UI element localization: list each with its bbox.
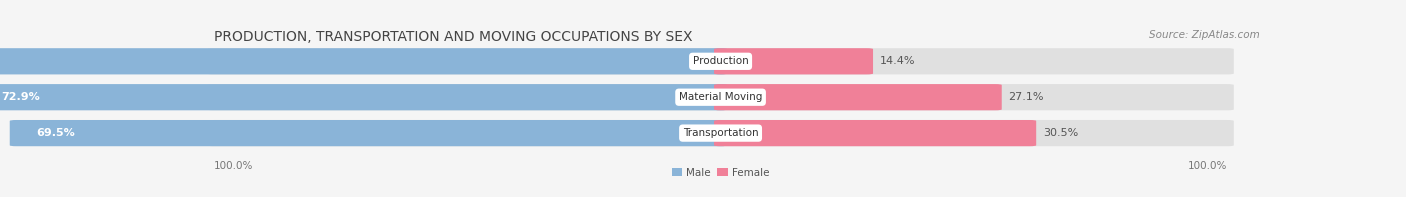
FancyBboxPatch shape: [0, 84, 727, 110]
Text: 27.1%: 27.1%: [1008, 92, 1043, 102]
FancyBboxPatch shape: [207, 48, 1234, 74]
FancyBboxPatch shape: [0, 48, 727, 74]
Text: 30.5%: 30.5%: [1043, 128, 1078, 138]
Text: Transportation: Transportation: [683, 128, 758, 138]
Legend: Male, Female: Male, Female: [668, 164, 773, 182]
FancyBboxPatch shape: [714, 48, 873, 74]
Text: PRODUCTION, TRANSPORTATION AND MOVING OCCUPATIONS BY SEX: PRODUCTION, TRANSPORTATION AND MOVING OC…: [214, 30, 692, 44]
FancyBboxPatch shape: [207, 84, 1234, 110]
Text: 72.9%: 72.9%: [1, 92, 41, 102]
FancyBboxPatch shape: [207, 120, 1234, 146]
Text: 100.0%: 100.0%: [214, 161, 253, 171]
Text: 69.5%: 69.5%: [37, 128, 75, 138]
Text: 100.0%: 100.0%: [1188, 161, 1227, 171]
Text: Production: Production: [693, 56, 748, 66]
Text: Source: ZipAtlas.com: Source: ZipAtlas.com: [1149, 30, 1260, 40]
FancyBboxPatch shape: [714, 84, 1001, 110]
Text: Material Moving: Material Moving: [679, 92, 762, 102]
Text: 14.4%: 14.4%: [880, 56, 915, 66]
FancyBboxPatch shape: [714, 120, 1036, 146]
FancyBboxPatch shape: [10, 120, 727, 146]
